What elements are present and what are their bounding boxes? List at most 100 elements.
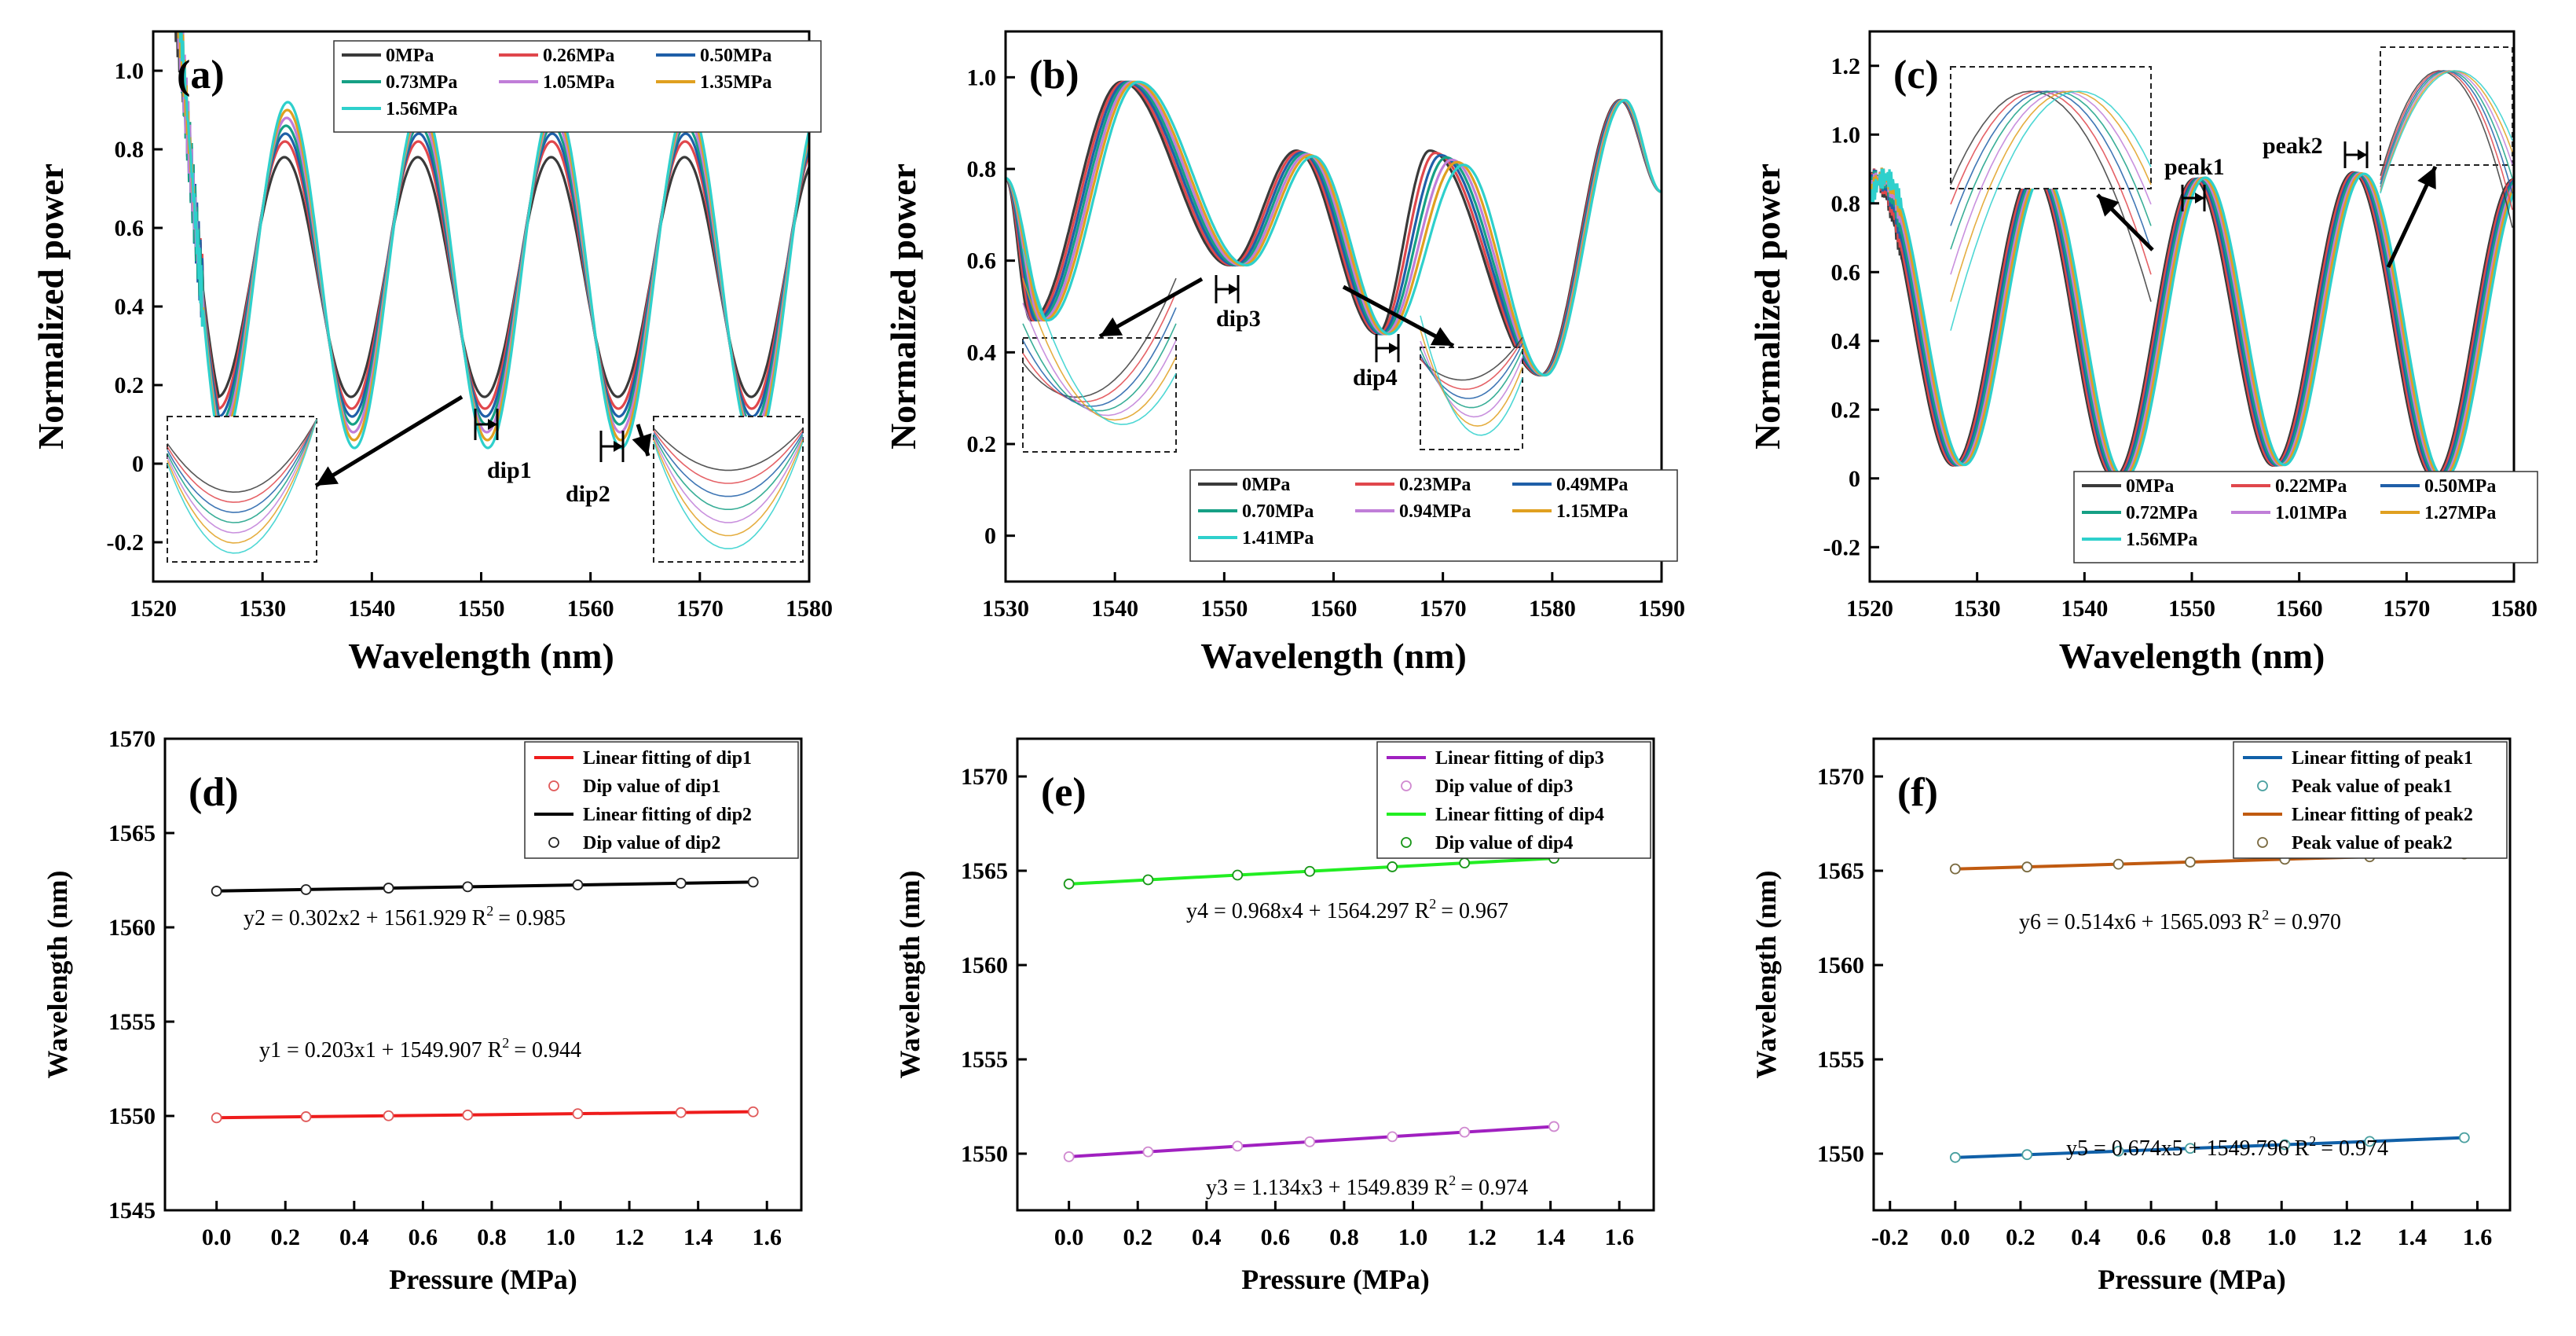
x-tick-label: 1540 [1091,596,1138,622]
r-squared-value: = 0.970 [2274,910,2341,934]
inset-curve [653,435,804,510]
inset-curve [1022,277,1177,398]
y-tick-label: 1.2 [1831,53,1861,79]
data-point-dip4 [1232,869,1244,881]
y-tick-label: 1555 [108,1009,156,1035]
legend-label: 0.73MPa [386,72,457,93]
inset-curve [653,432,804,497]
y-tick-label: -0.2 [107,530,145,556]
legend-box [1189,469,1678,562]
legend-label: Linear fitting of dip4 [1435,805,1604,825]
x-tick-label: 0.0 [202,1224,232,1250]
y-tick-label: 1560 [1817,952,1864,978]
shift-bracket [1215,275,1240,303]
legend-label: 0.49MPa [1556,475,1628,495]
x-tick-label: 1.4 [1536,1224,1566,1250]
fit-equation-peak2: y6 = 0.514x6 + 1565.093 R2 = 0.970 [2019,907,2341,934]
panel-c: 1520 1530 1540 1550 1560 1570 1580 -0.2 0 0.2 0.4 0… [1747,30,2538,676]
x-tick-label: 0.4 [1192,1224,1222,1250]
arrow-dip3 [1098,277,1204,339]
x-tick-label: 1590 [1638,596,1685,622]
series-group [1006,80,1662,377]
inset-curve [167,419,317,544]
data-point-dip2 [211,886,222,897]
legend-label: Linear fitting of dip2 [583,805,752,825]
y-tick-label: 1550 [108,1103,156,1129]
x-tick-label: 1.2 [2332,1224,2362,1250]
data-point-dip4 [1459,857,1471,869]
panel-label: (b) [1029,53,1079,97]
shift-bracket [474,409,499,440]
x-tick-label: 1540 [348,596,395,622]
series-line-1.41MPa [1006,80,1662,377]
fit-equation-peak1: y5 = 0.674x5 + 1549.796 R2 = 0.974 [2066,1133,2388,1161]
data-point-peak2 [2112,858,2124,870]
y-tick-label: 1.0 [967,64,997,90]
data-point-dip3 [1387,1131,1398,1143]
x-tick-label: 0.8 [477,1224,507,1250]
shift-bracket [2181,185,2206,211]
y-tick-label: 0.2 [967,431,997,457]
x-axis-label: Pressure (MPa) [2098,1264,2286,1295]
equation-text: y4 = 0.968x4 + 1564.297 R [1186,899,1430,923]
x-tick-label: 1540 [2061,596,2108,622]
legend-label: 0.23MPa [1399,475,1471,495]
legend-c: 0MPa 0.22MPa 0.50MPa 0.72MPa 1.01MPa 1.27MPa 1… [2073,471,2538,563]
inset-curve [167,419,317,534]
y-axis-label: Normalized power [31,163,71,450]
arrow-dip4 [1342,284,1455,348]
inset-curve [653,428,804,472]
y-tick-label: 1545 [108,1198,156,1224]
legend-label: 0MPa [2126,476,2174,497]
legend-label: Linear fitting of dip1 [583,748,752,769]
arrow-dip1 [314,395,464,488]
legend-swatch-marker [1401,780,1412,791]
legend-label: Peak value of peak2 [2292,833,2453,853]
inset-curve [167,419,317,503]
inset-curve [1420,340,1523,418]
x-tick-label: 0.2 [1123,1224,1152,1250]
legend-label: Dip value of dip3 [1435,776,1573,797]
data-point-peak1 [2112,1145,2124,1157]
r-squared-exponent: 2 [486,903,493,919]
data-point-dip1 [747,1106,759,1118]
x-tick-label: 1570 [2383,596,2430,622]
x-tick-label: 1.0 [2266,1224,2296,1250]
legend-label: 0.94MPa [1399,501,1471,522]
data-point-peak1 [2364,1136,2376,1147]
legend-box [524,741,799,859]
data-point-dip1 [300,1111,312,1122]
annotation-peak1: peak1 [2164,154,2225,180]
x-tick-label: 1580 [1529,596,1576,622]
inset-curve [2380,70,2513,193]
y-tick-label: 0.6 [1831,259,1861,285]
inset-curve [1022,323,1177,412]
x-tick-label: 1550 [1200,596,1248,622]
x-tick-label: 1560 [2276,596,2323,622]
x-tick-label: 1.6 [2463,1224,2493,1250]
data-point-peak2 [1949,863,1961,875]
zoom-inset [1950,66,2152,331]
data-point-peak2 [2185,857,2196,868]
plot-frame-d [163,737,803,1212]
r-squared-exponent: 2 [2309,1133,2316,1149]
inset-curve [1420,315,1523,436]
r-squared-value: = 0.944 [514,1038,581,1063]
data-point-peak2 [2021,861,2033,873]
fit-line-dip2 [216,880,753,893]
x-axis-label: Wavelength (nm) [1200,636,1467,676]
inset-curve [1022,292,1177,403]
y-tick-label: 0.2 [115,373,145,398]
fit-equation-dip4: y4 = 0.968x4 + 1564.297 R2 = 0.967 [1186,896,1508,923]
legend-label: 1.41MPa [1242,528,1314,549]
legend-label: 0.50MPa [2424,476,2496,497]
r-squared-value: = 0.974 [1460,1176,1528,1200]
fit-equation-dip2: y2 = 0.302x2 + 1561.929 R2 = 0.985 [244,903,566,930]
x-tick-label: 0.4 [339,1224,369,1250]
x-axis-label: Pressure (MPa) [389,1264,577,1295]
x-tick-label: 0.6 [2136,1224,2166,1250]
data-point-dip2 [675,877,687,889]
series-group [1870,167,2514,480]
data-point-peak1 [1949,1151,1961,1163]
legend-label: 1.01MPa [2275,503,2347,523]
